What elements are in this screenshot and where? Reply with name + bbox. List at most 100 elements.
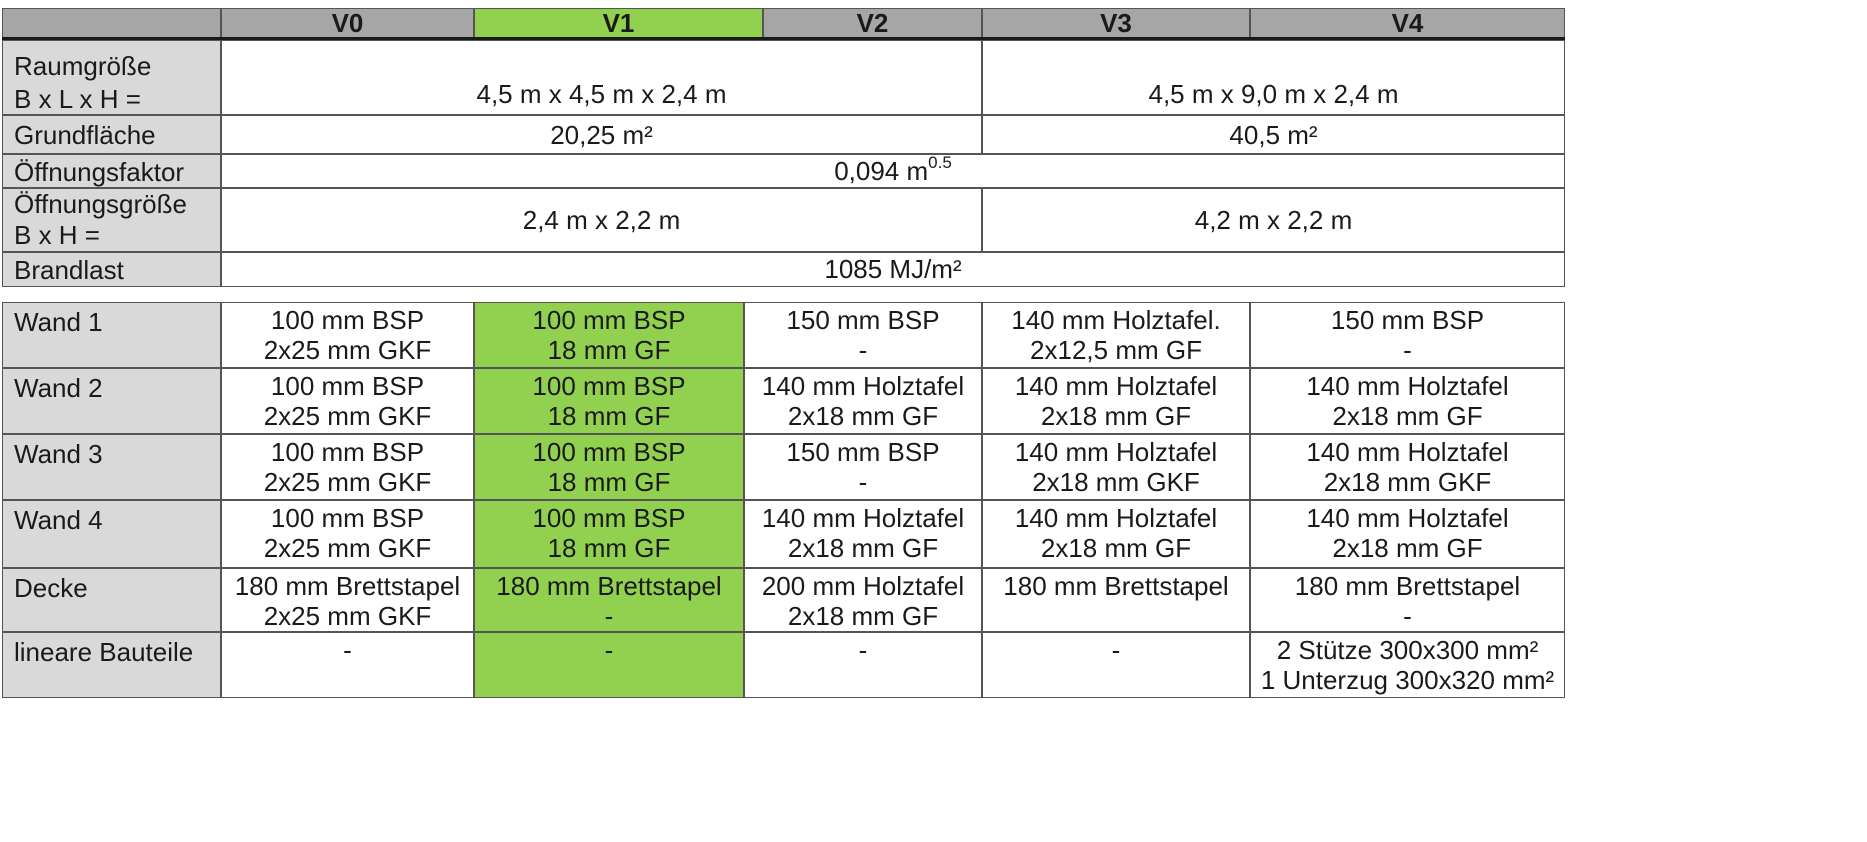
cell-line: 180 mm Brettstapel: [234, 571, 461, 601]
cell-line: 100 mm BSP: [270, 371, 425, 401]
opening-size-v0-v2: 2,4 m x 2,2 m: [221, 188, 982, 252]
floor-area-v3-v4: 40,5 m²: [982, 115, 1565, 154]
table-cell: -: [474, 632, 744, 698]
table-cell: 100 mm BSP 18 mm GF: [474, 434, 744, 500]
table-cell: 2 Stütze 300x300 mm² 1 Unterzug 300x320 m…: [1250, 632, 1565, 698]
row-label-wall-4: Wand 4: [2, 500, 221, 568]
cell-line: -: [1111, 635, 1121, 665]
row-label-line: Öffnungsgröße: [14, 189, 187, 219]
cell-line: 140 mm Holztafel: [761, 371, 965, 401]
table-cell: 140 mm Holztafel. 2x12,5 mm GF: [982, 302, 1250, 368]
cell-line: 2x18 mm GF: [787, 601, 939, 631]
cell-line: 140 mm Holztafel: [1014, 371, 1218, 401]
table-cell: 150 mm BSP -: [1250, 302, 1565, 368]
table-cell: 150 mm BSP -: [744, 302, 982, 368]
table-cell: 140 mm Holztafel 2x18 mm GKF: [982, 434, 1250, 500]
cell-line: 150 mm BSP: [786, 305, 940, 335]
cell-line: 100 mm BSP: [532, 437, 686, 467]
cell-value: 4,5 m x 4,5 m x 2,4 m: [476, 79, 727, 109]
cell-value: 1085 MJ/m²: [824, 254, 962, 284]
opening-size-v3-v4: 4,2 m x 2,2 m: [982, 188, 1565, 252]
cell-line: 150 mm BSP: [786, 437, 940, 467]
cell-line: 18 mm GF: [547, 401, 671, 431]
cell-line: 2x18 mm GF: [1040, 533, 1192, 563]
row-label-text: Wand 3: [14, 439, 103, 469]
fire-load-all: 1085 MJ/m²: [221, 252, 1565, 287]
table-cell: 140 mm Holztafel 2x18 mm GF: [982, 368, 1250, 434]
row-label-line: Grundfläche: [14, 120, 156, 150]
cell-line: 100 mm BSP: [532, 371, 686, 401]
cell-line: 2x18 mm GF: [787, 533, 939, 563]
cell-line: 140 mm Holztafel: [1306, 437, 1509, 467]
cell-line: 2x25 mm GKF: [263, 401, 432, 431]
row-label-opening-size: Öffnungsgröße B x H =: [2, 188, 221, 252]
row-label-wall-1: Wand 1: [2, 302, 221, 368]
cell-line: -: [604, 635, 614, 665]
column-header-label: V3: [1100, 8, 1132, 38]
cell-line: 2x18 mm GKF: [1323, 467, 1492, 497]
cell-line: 140 mm Holztafel: [1014, 503, 1218, 533]
cell-line: 2x18 mm GKF: [1032, 467, 1200, 497]
cell-line: 2x25 mm GKF: [263, 467, 432, 497]
opening-factor-all: 0,094 m0.5: [221, 154, 1565, 188]
cell-line: 140 mm Holztafel: [1014, 437, 1218, 467]
cell-line: 100 mm BSP: [532, 305, 686, 335]
row-label-text: Wand 4: [14, 505, 103, 535]
cell-line: 1 Unterzug 300x320 mm²: [1260, 665, 1555, 695]
table-cell: 100 mm BSP 2x25 mm GKF: [221, 434, 474, 500]
cell-value: 20,25 m²: [550, 120, 653, 150]
cell-line: -: [858, 467, 868, 497]
cell-line: 2x25 mm GKF: [263, 601, 432, 631]
cell-line: 18 mm GF: [547, 533, 671, 563]
row-label-text: Wand 2: [14, 373, 103, 403]
row-label-text: lineare Bauteile: [14, 637, 194, 667]
row-label-room-size: Raumgröße B x L x H =: [2, 40, 221, 115]
room-size-v0-v2: 4,5 m x 4,5 m x 2,4 m: [221, 40, 982, 115]
cell-exponent: 0.5: [928, 153, 952, 172]
row-label-wall-2: Wand 2: [2, 368, 221, 434]
column-header-v2: V2: [763, 8, 982, 39]
column-header-v3: V3: [982, 8, 1250, 39]
row-label-wall-3: Wand 3: [2, 434, 221, 500]
column-header-v1: V1: [474, 8, 763, 39]
table-cell: 100 mm BSP 2x25 mm GKF: [221, 500, 474, 568]
column-header-v0: V0: [221, 8, 474, 39]
row-label-line: B x L x H =: [14, 84, 141, 114]
column-header-label: V1: [602, 8, 635, 38]
cell-line: 18 mm GF: [547, 335, 671, 365]
column-header-v4: V4: [1250, 8, 1565, 39]
column-header-label: V0: [331, 8, 364, 38]
table-cell: 140 mm Holztafel 2x18 mm GF: [744, 368, 982, 434]
row-label-fire-load: Brandlast: [2, 252, 221, 287]
cell-line: 140 mm Holztafel: [1306, 503, 1509, 533]
cell-line: 180 mm Brettstapel: [1294, 571, 1521, 601]
table-cell: 180 mm Brettstapel -: [474, 568, 744, 632]
row-label-ceiling: Decke: [2, 568, 221, 632]
cell-line: 2x25 mm GKF: [263, 533, 432, 563]
table-cell: 200 mm Holztafel 2x18 mm GF: [744, 568, 982, 632]
cell-line: 2x12,5 mm GF: [1030, 335, 1202, 365]
table-cell: 180 mm Brettstapel: [982, 568, 1250, 632]
cell-line: -: [343, 635, 352, 665]
cell-line: 2x25 mm GKF: [263, 335, 432, 365]
cell-line: -: [858, 335, 868, 365]
cell-line: -: [1403, 601, 1412, 631]
table-cell: 140 mm Holztafel 2x18 mm GF: [744, 500, 982, 568]
table-cell: 100 mm BSP 18 mm GF: [474, 302, 744, 368]
floor-area-v0-v2: 20,25 m²: [221, 115, 982, 154]
cell-line: 180 mm Brettstapel: [496, 571, 722, 601]
table-cell: 140 mm Holztafel 2x18 mm GF: [1250, 500, 1565, 568]
table-cell: 150 mm BSP -: [744, 434, 982, 500]
table-cell: 100 mm BSP 18 mm GF: [474, 368, 744, 434]
cell-value: 40,5 m²: [1229, 120, 1318, 150]
cell-line: 100 mm BSP: [270, 503, 425, 533]
table-cell: 140 mm Holztafel 2x18 mm GF: [1250, 368, 1565, 434]
row-label-opening-factor: Öffnungsfaktor: [2, 154, 221, 188]
cell-line: 140 mm Holztafel: [761, 503, 965, 533]
row-label-text: Decke: [14, 573, 88, 603]
table-cell: 140 mm Holztafel 2x18 mm GKF: [1250, 434, 1565, 500]
row-label-line: Brandlast: [14, 255, 124, 285]
table-cell: 100 mm BSP 2x25 mm GKF: [221, 368, 474, 434]
cell-line: 200 mm Holztafel: [761, 571, 965, 601]
table-corner: [2, 8, 221, 39]
